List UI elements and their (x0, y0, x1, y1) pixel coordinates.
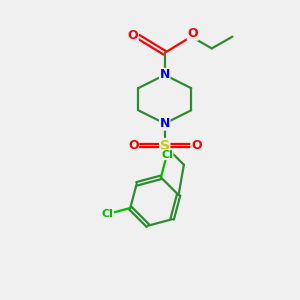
Text: O: O (191, 139, 202, 152)
Text: O: O (128, 29, 138, 42)
Text: N: N (160, 68, 170, 81)
Text: S: S (160, 139, 170, 153)
Text: Cl: Cl (102, 209, 113, 219)
Text: O: O (128, 139, 139, 152)
Text: O: O (188, 27, 198, 40)
Text: N: N (160, 117, 170, 130)
Text: Cl: Cl (161, 150, 173, 160)
